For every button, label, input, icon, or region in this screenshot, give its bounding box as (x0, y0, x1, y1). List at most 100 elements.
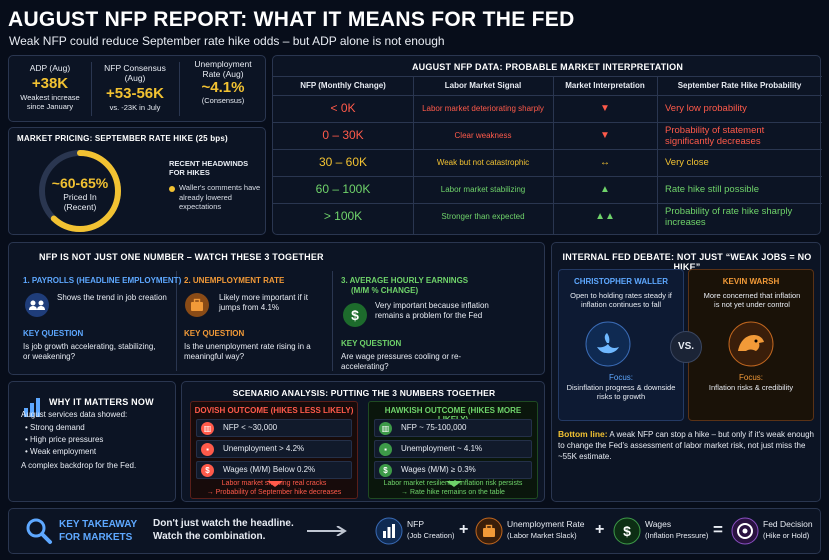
key-takeaway-panel: KEY TAKEAWAY FOR MARKETS Don't just watc… (8, 508, 821, 554)
labor-signal: Labor market deteriorating sharply (422, 104, 544, 113)
labor-signal: Stronger than expected (441, 212, 525, 221)
unemployment-desc: Likely more important if it jumps from 4… (219, 293, 308, 312)
earnings-heading: 3. AVERAGE HOURLY EARNINGS (341, 276, 469, 285)
building-icon: ▥ (379, 422, 392, 435)
three-numbers-panel: NFP IS NOT JUST ONE NUMBER – WATCH THESE… (8, 242, 545, 375)
vs-badge: VS. (670, 331, 702, 363)
down-arrow-icon (446, 481, 462, 487)
magnifier-icon (26, 518, 52, 544)
hike-probability: Very low probability (665, 103, 747, 114)
plus-sign: + (459, 521, 469, 538)
nfp-range: < 0K (330, 101, 356, 115)
hawkish-result2: → Rate hike remains on the table (401, 489, 505, 496)
takeaway-decision: Fed Decision (763, 519, 813, 529)
interpretation-icon: ▲ (600, 184, 610, 195)
pricing-gauge-label: ~60-65% Priced In (Recent) (51, 175, 109, 212)
headwinds-text: Waller's comments have already lowered e… (179, 183, 261, 211)
waller-name: CHRISTOPHER WALLER (573, 277, 669, 286)
why-bullet: • Strong demand (25, 423, 85, 432)
nfp-range: 0 – 30K (322, 128, 364, 142)
hike-probability: Rate hike still possible (665, 184, 759, 195)
arrow-right-icon (307, 526, 347, 536)
takeaway-unemployment: Unemployment Rate (507, 519, 585, 529)
people-icon (25, 293, 49, 317)
briefcase-icon: ▪ (379, 443, 392, 456)
why-it-matters-panel: WHY IT MATTERS NOW August services data … (8, 381, 176, 502)
key-question-label: KEY QUESTION (23, 329, 84, 338)
equals-sign: = (713, 520, 723, 539)
plus-sign: + (595, 521, 605, 538)
table-header: September Rate Hike Probability (677, 81, 802, 90)
takeaway-nfp: NFP (407, 519, 424, 529)
payrolls-question: Is job growth accelerating, stabilizing,… (23, 342, 156, 361)
hike-probability: Probability of rate hike sharply increas… (665, 205, 793, 228)
payrolls-desc: Shows the trend in job creation (57, 293, 167, 302)
bottom-line: Bottom line: A weak NFP can stop a hike … (558, 429, 814, 461)
nfp-range: 30 – 60K (318, 155, 368, 169)
dollar-icon: $ (201, 464, 214, 477)
takeaway-text: Don't just watch the headline. (153, 518, 294, 529)
table-header: Market Interpretation (565, 81, 645, 90)
three-title: NFP IS NOT JUST ONE NUMBER – WATCH THESE… (39, 252, 324, 262)
scenario-row-text: NFP ~ 75-100,000 (401, 423, 467, 432)
scenario-title: SCENARIO ANALYSIS: PUTTING THE 3 NUMBERS… (232, 388, 496, 398)
interpretation-icon: ▼ (600, 130, 610, 141)
labor-signal: Clear weakness (454, 131, 512, 140)
dovish-box: DOVISH OUTCOME (HIKES LESS LIKELY) ▥ NFP … (190, 401, 358, 499)
nfp-range: > 100K (323, 209, 363, 223)
scenario-row: $ Wages (M/M) ≥ 0.3% (374, 461, 532, 479)
target-icon (731, 517, 759, 545)
pricing-gauge (39, 150, 121, 232)
page-subtitle: Weak NFP could reduce September rate hik… (9, 34, 445, 48)
takeaway-nfp-sub: (Job Creation) (407, 531, 455, 540)
scenario-row-text: Unemployment ~ 4.1% (401, 444, 483, 453)
dovish-head: DOVISH OUTCOME (HIKES LESS LIKELY) (194, 406, 354, 415)
hike-probability: Probability of statement significantly d… (665, 124, 765, 147)
scenario-row-text: Wages (M/M) Below 0.2% (223, 465, 316, 474)
debate-title: INTERNAL FED DEBATE: NOT JUST “WEAK JOBS… (562, 252, 812, 272)
takeaway-unemployment-sub: (Labor Market Slack) (507, 531, 577, 540)
stat-adp: ADP (Aug) +38K Weakest increase since Ja… (20, 63, 80, 111)
briefcase-icon (475, 517, 503, 545)
unemployment-question: Is the unemployment rate rising in a mea… (184, 342, 311, 361)
why-intro: August services data showed: (21, 410, 128, 419)
hike-probability: Very close (665, 157, 709, 168)
interpretation-icon: ↔ (600, 157, 610, 168)
warsh-desc: More concerned that inflation is not yet… (703, 291, 801, 309)
svg-text:$: $ (351, 307, 359, 323)
dollar-icon: $ (379, 464, 392, 477)
dollar-icon: $ (343, 303, 367, 327)
scenario-row: ▪ Unemployment > 4.2% (196, 440, 352, 458)
scenario-row-text: Wages (M/M) ≥ 0.3% (401, 465, 476, 474)
hawkish-result: Labor market resilient & inflation risk … (383, 480, 523, 487)
stat-unemployment: Unemployment Rate (Aug) ~4.1% (Consensus… (194, 59, 252, 105)
dollar-icon: $ (613, 517, 641, 545)
takeaway-text2: Watch the combination. (153, 531, 266, 542)
payrolls-heading: 1. PAYROLLS (HEADLINE EMPLOYMENT) (23, 276, 182, 285)
table-title: AUGUST NFP DATA: PROBABLE MARKET INTERPR… (411, 62, 684, 72)
interpretation-icon: ▼ (600, 103, 610, 114)
takeaway-wages-sub: (Inflation Pressure) (645, 531, 709, 540)
earnings-question: Are wage pressures cooling or re-acceler… (341, 352, 462, 371)
scenario-row: ▪ Unemployment ~ 4.1% (374, 440, 532, 458)
waller-focus-label: Focus: (608, 373, 633, 382)
down-arrow-icon (267, 481, 283, 487)
waller-desc: Open to holding rates steady if inflatio… (570, 291, 672, 309)
earnings-subheading: (M/M % CHANGE) (351, 286, 419, 295)
labor-signal: Labor market stabilizing (440, 185, 526, 194)
market-pricing-panel: MARKET PRICING: SEPTEMBER RATE HIKE (25 … (8, 127, 266, 235)
nfp-table-panel: AUGUST NFP DATA: PROBABLE MARKET INTERPR… (272, 55, 822, 235)
why-title: WHY IT MATTERS NOW (49, 397, 154, 407)
hawk-icon (728, 321, 774, 367)
waller-focus: Disinflation progress & downside risks t… (566, 383, 676, 401)
briefcase-icon: ▪ (201, 443, 214, 456)
building-icon: ▥ (201, 422, 214, 435)
scenario-panel: SCENARIO ANALYSIS: PUTTING THE 3 NUMBERS… (181, 381, 545, 502)
scenario-row: ▥ NFP < ~30,000 (196, 419, 352, 437)
takeaway-label: KEY TAKEAWAY (59, 519, 138, 530)
nfp-range: 60 – 100K (315, 182, 371, 196)
takeaway-wages: Wages (645, 519, 672, 529)
bullet-icon (169, 186, 175, 192)
scenario-row: ▥ NFP ~ 75-100,000 (374, 419, 532, 437)
page-title: AUGUST NFP REPORT: WHAT IT MEANS FOR THE… (8, 8, 575, 31)
